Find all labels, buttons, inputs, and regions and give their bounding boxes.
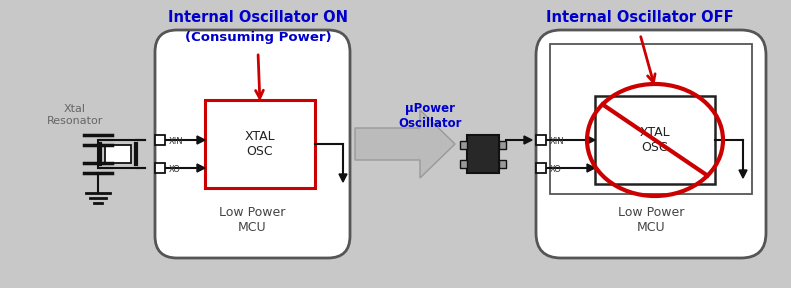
Bar [460, 160, 467, 168]
Polygon shape [739, 170, 747, 178]
Bar [550, 44, 752, 194]
Bar [155, 135, 165, 145]
Bar [155, 163, 165, 173]
Text: Internal Oscillator ON: Internal Oscillator ON [168, 10, 348, 26]
FancyBboxPatch shape [155, 30, 350, 258]
Text: Low Power
MCU: Low Power MCU [219, 206, 286, 234]
Text: Internal Oscillator OFF: Internal Oscillator OFF [547, 10, 734, 26]
Bar [105, 145, 131, 163]
Bar [536, 135, 546, 145]
Bar [205, 100, 315, 188]
Text: XTAL
OSC: XTAL OSC [244, 130, 275, 158]
Bar [595, 96, 715, 184]
Bar [460, 141, 467, 149]
Text: μPower
Oscillator: μPower Oscillator [398, 102, 462, 130]
Polygon shape [197, 164, 205, 172]
Polygon shape [355, 110, 455, 178]
Polygon shape [524, 136, 532, 144]
Text: XIN: XIN [169, 137, 184, 145]
Text: XO: XO [169, 164, 181, 173]
Text: Xtal
Resonator: Xtal Resonator [47, 104, 103, 126]
Polygon shape [197, 136, 205, 144]
Bar [499, 141, 506, 149]
Text: XTAL
OSC: XTAL OSC [640, 126, 670, 154]
Polygon shape [587, 164, 595, 172]
Bar [499, 160, 506, 168]
Text: XO: XO [550, 164, 562, 173]
Polygon shape [587, 136, 595, 144]
FancyBboxPatch shape [536, 30, 766, 258]
Text: (Consuming Power): (Consuming Power) [184, 31, 331, 45]
Text: Low Power
MCU: Low Power MCU [618, 206, 684, 234]
Bar [467, 135, 499, 173]
Bar [536, 163, 546, 173]
Text: XIN: XIN [550, 137, 565, 145]
Polygon shape [339, 174, 347, 182]
